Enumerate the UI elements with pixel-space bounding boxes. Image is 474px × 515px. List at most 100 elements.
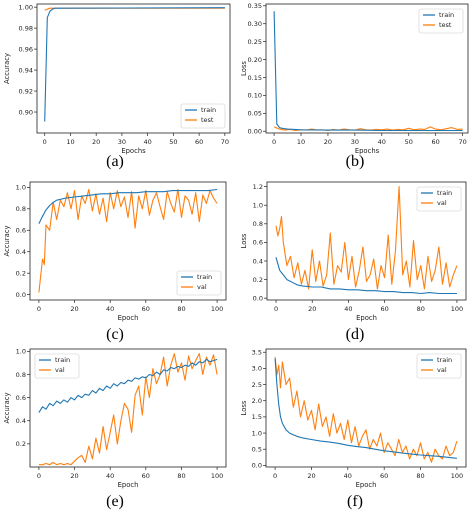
y-tick-label: 0.6 <box>253 239 263 247</box>
y-tick-label: 0.2 <box>16 269 26 277</box>
series-line-train <box>274 358 457 459</box>
caption-d: (d) <box>345 326 365 343</box>
y-tick-label: 0.4 <box>16 248 26 256</box>
x-tick-label: 30 <box>118 138 126 146</box>
y-tick-label: 0.30 <box>248 20 262 28</box>
y-axis-label: Accuracy <box>3 392 11 423</box>
plot-frame <box>265 3 469 134</box>
y-tick-label: 0.5 <box>252 446 262 454</box>
y-tick-label: 0.6 <box>16 227 26 235</box>
y-tick-label: 1.0 <box>253 202 263 210</box>
series-line-train <box>275 257 457 295</box>
x-tick-label: 70 <box>458 138 466 146</box>
x-tick-label: 40 <box>344 305 352 313</box>
x-tick-label: 0 <box>37 472 41 480</box>
legend-label-val: val <box>437 366 447 374</box>
series-line-train <box>38 358 218 413</box>
y-tick-label: 0.2 <box>16 440 26 448</box>
chart-panel-e: 0 20 40 60 80 100 0.2 0.4 0.6 0.8 1.0 Epoch Accuracy… <box>0 345 237 491</box>
y-tick-label: 3.0 <box>252 365 262 373</box>
y-tick-label: 0.8 <box>16 371 26 379</box>
legend-label-train: train <box>197 273 212 281</box>
x-axis-label: Epoch <box>356 314 377 322</box>
x-tick-label: 100 <box>451 305 463 313</box>
series-line-val <box>38 188 218 293</box>
y-tick-label: 1.5 <box>252 413 262 421</box>
legend-label-val: val <box>437 199 447 207</box>
caption-e: (e) <box>106 493 124 510</box>
series-line-val <box>275 186 458 290</box>
x-tick-label: 60 <box>380 472 388 480</box>
y-tick-label: 0.20 <box>248 56 262 64</box>
x-tick-label: 60 <box>142 472 150 480</box>
y-tick-label: 0.8 <box>253 220 263 228</box>
y-tick-label: 0.0 <box>252 462 262 470</box>
chart-c-svg: 0 20 40 60 80 100 0.0 0.2 0.4 0.6 0.8 1.0 Epoch Accur… <box>3 181 227 322</box>
y-tick-label: 0.0 <box>16 291 26 299</box>
chart-panel-f: 0 20 40 60 80 100 0.0 0.5 1.0 1.5 2.0 2.5 3.0 3.5 Epoc… <box>240 345 474 491</box>
chart-d-svg: 0 20 40 60 80 100 0.0 0.2 0.4 0.6 0.8 1.0 1.2 Epoch Lo… <box>240 181 467 322</box>
y-tick-label: 2.0 <box>252 397 262 405</box>
chart-b-svg: 0 10 20 30 40 50 60 70 0.00 0.05 0.10 0.15 0.20 0.25 0… <box>240 2 469 155</box>
y-tick-label: 0.90 <box>19 108 33 116</box>
x-tick-label: 10 <box>66 138 74 146</box>
x-tick-label: 100 <box>451 472 463 480</box>
x-tick-label: 60 <box>195 138 203 146</box>
x-tick-label: 0 <box>273 472 277 480</box>
y-tick-label: 3.5 <box>252 349 262 357</box>
y-tick-label: 0.25 <box>248 38 262 46</box>
series-line-val <box>274 357 458 463</box>
y-tick-label: 0.6 <box>16 394 26 402</box>
x-tick-label: 70 <box>221 138 229 146</box>
x-axis-label: Epoch <box>118 481 139 489</box>
x-tick-label: 40 <box>378 138 386 146</box>
x-tick-label: 20 <box>324 138 332 146</box>
y-tick-label: 0.05 <box>248 110 262 118</box>
x-tick-label: 30 <box>351 138 359 146</box>
x-tick-label: 50 <box>405 138 413 146</box>
chart-panel-d: 0 20 40 60 80 100 0.0 0.2 0.4 0.6 0.8 1.0 1.2 Epoch Lo… <box>240 178 474 324</box>
x-tick-label: 50 <box>169 138 177 146</box>
chart-a-svg: 0 10 20 30 40 50 60 70 0.90 0.92 0.94 0.96 0.98 1.00 E… <box>3 3 231 155</box>
x-axis-label: Epoch <box>356 481 377 489</box>
series-line-train <box>273 11 463 132</box>
x-tick-label: 60 <box>432 138 440 146</box>
x-tick-label: 60 <box>380 305 388 313</box>
x-axis-label: Epochs <box>121 147 146 155</box>
x-tick-label: 80 <box>416 472 424 480</box>
x-tick-label: 0 <box>37 305 41 313</box>
y-tick-label: 0.0 <box>253 294 263 302</box>
x-tick-label: 20 <box>307 472 315 480</box>
y-tick-label: 0.10 <box>248 92 262 100</box>
chart-e-svg: 0 20 40 60 80 100 0.2 0.4 0.6 0.8 1.0 Epoch Accuracy… <box>3 348 227 489</box>
y-tick-label: 0.98 <box>19 24 33 32</box>
y-tick-label: 0.15 <box>248 74 262 82</box>
x-tick-label: 20 <box>70 472 78 480</box>
x-tick-label: 40 <box>144 138 152 146</box>
y-axis-label: Loss <box>240 233 248 248</box>
legend-label-train: train <box>55 356 70 364</box>
chart-panel-c: 0 20 40 60 80 100 0.0 0.2 0.4 0.6 0.8 1.0 Epoch Accur… <box>0 178 237 324</box>
y-tick-label: 2.5 <box>252 381 262 389</box>
x-tick-label: 40 <box>106 305 114 313</box>
x-tick-label: 100 <box>211 305 223 313</box>
chart-panel-b: 0 10 20 30 40 50 60 70 0.00 0.05 0.10 0.15 0.20 0.25 0… <box>240 0 474 155</box>
y-tick-label: 1.0 <box>16 348 26 356</box>
x-tick-label: 10 <box>297 138 305 146</box>
series-line-train <box>44 7 225 122</box>
y-tick-label: 1.0 <box>252 429 262 437</box>
y-tick-label: 0.35 <box>248 2 262 10</box>
legend-label-val: val <box>197 283 207 291</box>
legend-label-train: train <box>437 189 452 197</box>
y-axis-label: Accuracy <box>3 53 11 84</box>
x-tick-label: 0 <box>274 305 278 313</box>
legend-label-train: train <box>201 106 216 114</box>
x-tick-label: 60 <box>142 305 150 313</box>
x-tick-label: 80 <box>417 305 425 313</box>
caption-c: (c) <box>106 326 124 343</box>
y-tick-label: 1.0 <box>16 184 26 192</box>
x-tick-label: 40 <box>106 472 114 480</box>
y-tick-label: 0.2 <box>253 276 263 284</box>
x-axis-label: Epoch <box>118 314 139 322</box>
y-tick-label: 0.96 <box>19 45 33 53</box>
